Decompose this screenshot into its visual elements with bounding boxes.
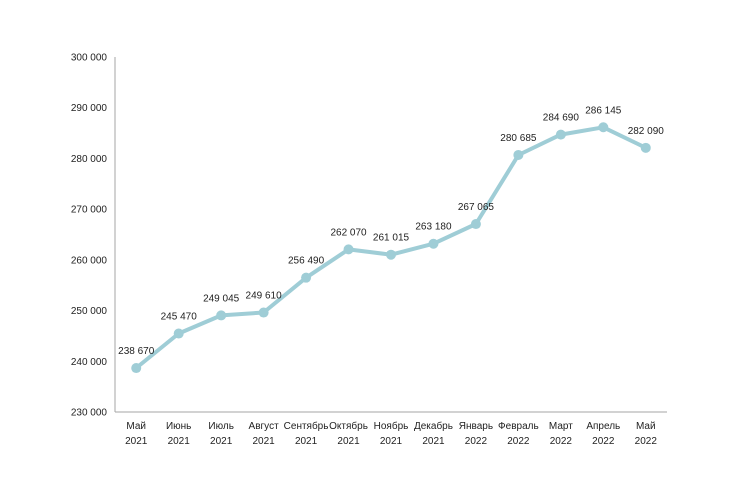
data-point-marker [216, 310, 227, 321]
data-label: 256 490 [288, 256, 325, 267]
data-point-marker [131, 363, 142, 374]
x-tick-label-year: 2022 [465, 436, 488, 447]
data-label: 286 145 [585, 105, 622, 116]
x-tick-label-month: Апрель [586, 421, 620, 432]
y-tick-label: 290 000 [71, 103, 108, 114]
x-tick-label-month: Январь [459, 421, 493, 432]
data-label: 261 015 [373, 233, 410, 244]
data-label: 280 685 [500, 133, 537, 144]
data-label: 262 070 [330, 227, 367, 238]
x-tick-label-month: Февраль [498, 421, 539, 432]
x-tick-label-year: 2022 [635, 436, 658, 447]
x-tick-label-year: 2021 [252, 436, 275, 447]
x-tick-label-month: Ноябрь [374, 420, 409, 432]
x-tick-label-month: Сентябрь [284, 420, 329, 432]
y-tick-label: 260 000 [71, 255, 108, 266]
data-point-marker [555, 129, 566, 140]
y-tick-label: 270 000 [71, 205, 108, 216]
data-point-marker [513, 149, 524, 160]
data-label: 249 045 [203, 293, 240, 304]
x-tick-label-month: Май [126, 421, 146, 432]
data-label: 238 670 [118, 346, 155, 357]
x-tick-label-year: 2021 [168, 436, 191, 447]
x-tick-label-year: 2022 [550, 436, 573, 447]
x-tick-label-year: 2021 [422, 436, 445, 447]
x-tick-label-month: Август [249, 421, 280, 432]
x-tick-label-year: 2021 [337, 436, 360, 447]
data-point-marker [428, 238, 439, 249]
x-tick-label-month: Октябрь [329, 420, 368, 432]
data-point-marker [258, 307, 269, 318]
x-tick-label-year: 2021 [210, 436, 233, 447]
x-tick-label-month: Март [549, 421, 573, 432]
data-point-marker [301, 272, 312, 283]
x-tick-label-month: Май [636, 421, 656, 432]
y-tick-label: 300 000 [71, 53, 108, 64]
data-point-marker [173, 328, 184, 339]
data-point-marker [640, 142, 651, 153]
x-tick-label-year: 2022 [507, 436, 530, 447]
data-point-marker [598, 122, 609, 133]
x-tick-label-month: Декабрь [414, 420, 453, 432]
x-tick-label-year: 2022 [592, 436, 615, 447]
data-label: 282 090 [628, 126, 665, 137]
data-label: 284 690 [543, 113, 580, 124]
data-label: 245 470 [161, 312, 198, 323]
data-label: 267 065 [458, 202, 495, 213]
series-line [134, 125, 648, 370]
y-tick-label: 230 000 [71, 408, 108, 419]
data-label: 263 180 [415, 222, 452, 233]
x-tick-label-year: 2021 [125, 436, 148, 447]
x-tick-label-year: 2021 [295, 436, 318, 447]
x-tick-label-month: Июль [208, 421, 234, 432]
data-point-marker [343, 244, 354, 255]
data-point-marker [470, 219, 481, 230]
data-label: 249 610 [246, 291, 283, 302]
x-tick-label-year: 2021 [380, 436, 403, 447]
y-tick-label: 250 000 [71, 306, 108, 317]
x-tick-label-month: Июнь [166, 421, 191, 432]
y-tick-label: 240 000 [71, 357, 108, 368]
y-tick-label: 280 000 [71, 154, 108, 165]
data-point-marker [386, 249, 396, 260]
